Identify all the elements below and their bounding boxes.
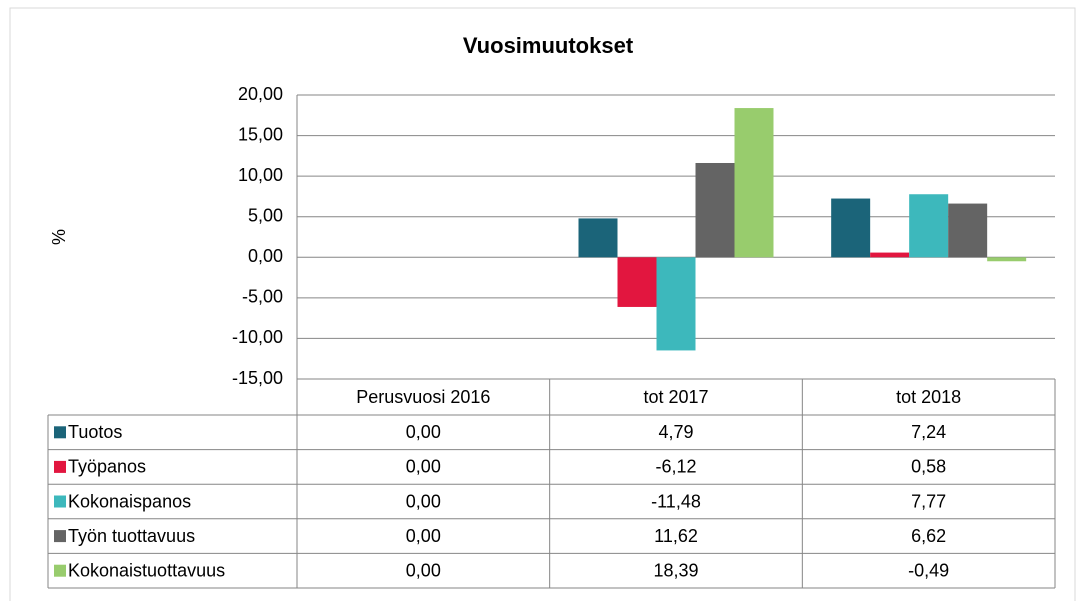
- data-label: -0,49: [908, 560, 949, 580]
- chart-border: [9, 7, 1076, 601]
- bar: [656, 257, 696, 351]
- bar: [987, 257, 1027, 262]
- bar: [909, 194, 949, 258]
- legend-label: Työpanos: [68, 457, 146, 477]
- bar: [831, 198, 871, 258]
- y-tick-label: -10,00: [232, 327, 283, 347]
- x-tick-label: tot 2017: [643, 387, 708, 407]
- legend-label: Tuotos: [68, 422, 122, 442]
- data-label: 6,62: [911, 526, 946, 546]
- x-tick-label: Perusvuosi 2016: [356, 387, 490, 407]
- bar: [870, 252, 910, 258]
- data-label: 0,00: [406, 526, 441, 546]
- y-tick-label: -15,00: [232, 368, 283, 388]
- data-label: 0,00: [406, 457, 441, 477]
- data-label: -11,48: [651, 491, 701, 511]
- data-label: 0,58: [911, 457, 946, 477]
- bar: [948, 203, 988, 258]
- bar: [578, 218, 618, 258]
- chart-title: Vuosimuutokset: [463, 33, 634, 58]
- y-tick-label: 15,00: [238, 124, 283, 144]
- data-label: 0,00: [406, 491, 441, 511]
- bar: [617, 257, 657, 307]
- data-label: 4,79: [658, 422, 693, 442]
- legend-key: [54, 564, 66, 577]
- legend-label: Kokonaistuottavuus: [68, 560, 225, 580]
- legend-label: Työn tuottavuus: [68, 526, 195, 546]
- y-tick-label: 10,00: [238, 165, 283, 185]
- data-label: 7,77: [911, 491, 946, 511]
- data-label: 0,00: [406, 560, 441, 580]
- data-label: 7,24: [911, 422, 946, 442]
- legend-key: [54, 495, 66, 508]
- data-label: 11,62: [654, 526, 698, 546]
- x-tick-label: tot 2018: [896, 387, 961, 407]
- legend-key: [54, 530, 66, 543]
- bar: [695, 162, 735, 258]
- data-label: -6,12: [655, 457, 696, 477]
- data-label: 18,39: [653, 560, 698, 580]
- bar: [734, 108, 774, 258]
- data-label: 0,00: [406, 422, 441, 442]
- legend-label: Kokonaispanos: [68, 491, 191, 511]
- y-tick-label: -5,00: [242, 287, 283, 307]
- y-axis-label: %: [49, 229, 69, 245]
- y-tick-label: 20,00: [238, 84, 283, 104]
- y-tick-label: 5,00: [248, 205, 283, 225]
- legend-key: [54, 460, 66, 473]
- legend-key: [54, 426, 66, 439]
- y-tick-label: 0,00: [248, 246, 283, 266]
